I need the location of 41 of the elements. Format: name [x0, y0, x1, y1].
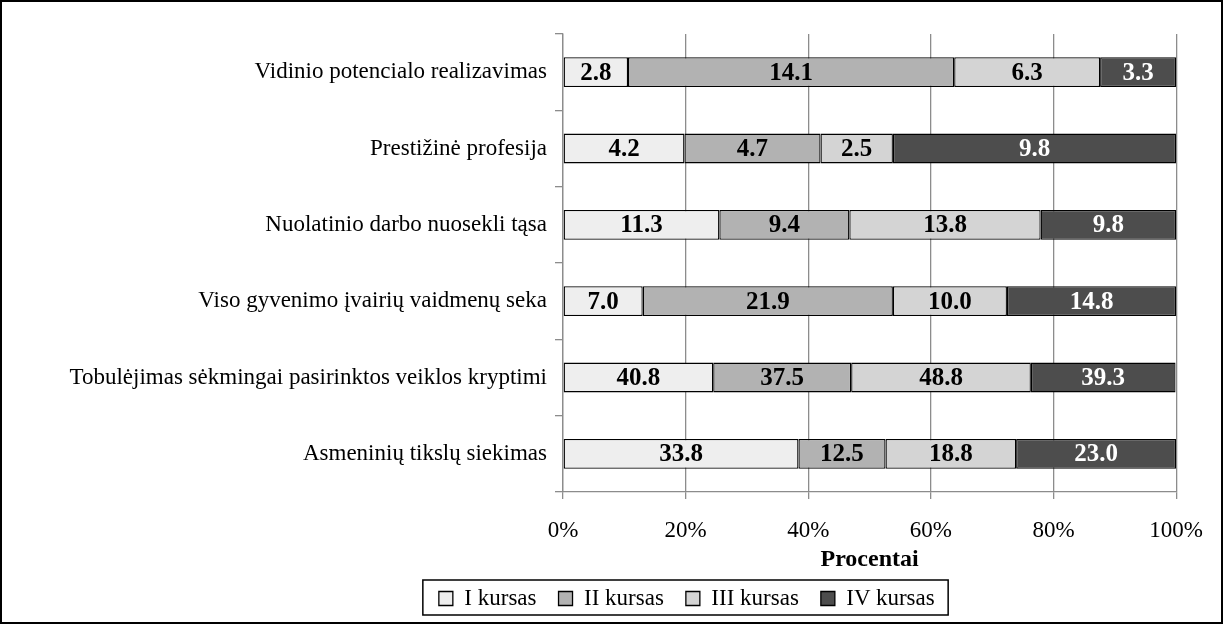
annotation: 13.8: [923, 210, 967, 238]
annotation: 37.5: [760, 362, 805, 390]
legend-label: I kursas: [464, 584, 537, 610]
annotation: 7.0: [587, 286, 619, 314]
annotation: 4.2: [608, 133, 640, 161]
x-tick-label: 100%: [1149, 516, 1204, 542]
annotation: 21.9: [745, 286, 790, 314]
y-tick-label: Nuolatinio darbo nuosekli tąsa: [265, 210, 547, 236]
annotation: 39.3: [1081, 362, 1126, 390]
legend-label: II kursas: [584, 584, 664, 610]
legend-label: IV kursas: [846, 584, 935, 610]
y-tick-label: Tobulėjimas sėkmingai pasirinktos veiklos kryptimi: [69, 363, 547, 389]
annotation: 23.0: [1074, 439, 1119, 467]
annotation: 14.1: [769, 57, 813, 85]
annotation: 9.8: [1018, 133, 1051, 161]
legend-label: III kursas: [711, 584, 799, 610]
x-tick-label: 0%: [547, 516, 579, 542]
y-tick-label: Viso gyvenimo įvairių vaidmenų seka: [198, 287, 547, 313]
x-tick-label: 40%: [787, 516, 830, 542]
annotation: 18.8: [928, 439, 973, 467]
annotation: 2.5: [841, 133, 873, 161]
annotation: 3.3: [1122, 57, 1154, 85]
annotation: 40.8: [616, 362, 661, 390]
x-tick-label: 80%: [1032, 516, 1075, 542]
annotation: 2.8: [580, 57, 612, 85]
annotation: 33.8: [659, 439, 703, 467]
y-tick-label: Vidinio potencialo realizavimas: [254, 58, 548, 84]
x-tick-label: 60%: [909, 516, 952, 542]
y-tick-label: Prestižinė profesija: [370, 134, 547, 160]
annotation: 9.4: [768, 210, 801, 238]
annotation: 48.8: [919, 362, 963, 390]
x-tick-label: 20%: [664, 516, 707, 542]
x-axis-title: Procentai: [820, 544, 920, 571]
annotation: 14.8: [1069, 286, 1114, 314]
annotation: 6.3: [1011, 57, 1043, 85]
annotation: 10.0: [928, 286, 972, 314]
annotation: 9.8: [1092, 210, 1125, 238]
annotation: 12.5: [820, 439, 864, 467]
annotation: 4.7: [736, 133, 769, 161]
y-tick-label: Asmeninių tikslų siekimas: [302, 439, 548, 465]
annotation: 11.3: [620, 210, 663, 238]
